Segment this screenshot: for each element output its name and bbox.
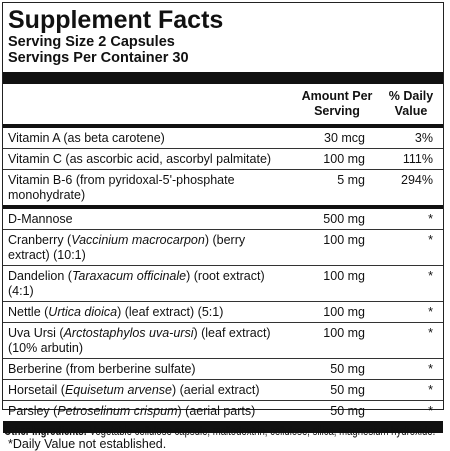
nutrient-name: Horsetail (Equisetum arvense) (aerial ex… — [8, 383, 290, 398]
name-segment: Equisetum arvense — [64, 383, 172, 397]
servings-per-container: Servings Per Container 30 — [8, 50, 189, 66]
daily-value-header: % Daily Value — [388, 89, 434, 118]
name-segment: Cranberry ( — [8, 233, 72, 247]
nutrient-name: Vitamin C (as ascorbic acid, ascorbyl pa… — [8, 152, 290, 167]
amount: 100 mg — [323, 233, 365, 247]
divider-bar — [3, 72, 443, 84]
nutrient-row: D-Mannose 500 mg * — [3, 209, 443, 230]
name-segment: Dandelion ( — [8, 269, 72, 283]
nutrient-row: Nettle (Urtica dioica) (leaf extract) (5… — [3, 302, 443, 323]
daily-value: 294% — [401, 173, 433, 187]
name-segment: ) (berry extract) (10:1) — [8, 233, 249, 262]
serving-size: Serving Size 2 Capsules — [8, 34, 175, 50]
nutrient-row: Dandelion (Taraxacum officinale) (root e… — [3, 266, 443, 302]
nutrient-row: Uva Ursi (Arctostaphylos uva-ursi) (leaf… — [3, 323, 443, 359]
nutrient-row: Vitamin A (as beta carotene) 30 mcg 3% — [3, 128, 443, 149]
nutrient-name: D-Mannose — [8, 212, 290, 227]
amount: 500 mg — [323, 212, 365, 226]
daily-value: * — [428, 362, 433, 376]
name-segment: Taraxacum officinale — [71, 269, 187, 283]
supplement-facts-label: Supplement Facts Serving Size 2 Capsules… — [2, 2, 444, 451]
amount: 30 mcg — [324, 131, 365, 145]
name-segment: Petroselinum crispum — [57, 404, 178, 418]
amount: 100 mg — [323, 326, 365, 340]
daily-value: * — [428, 305, 433, 319]
daily-value: * — [428, 383, 433, 397]
nutrient-name: Vitamin A (as beta carotene) — [8, 131, 290, 146]
nutrient-row: Berberine (from berberine sulfate) 50 mg * — [3, 359, 443, 380]
name-segment: Vaccinium macrocarpon — [71, 233, 205, 247]
daily-value: 3% — [414, 131, 433, 145]
column-header: Amount Per Serving % Daily Value — [8, 84, 438, 124]
amount: 50 mg — [330, 404, 365, 418]
name-segment: Vitamin A (as beta carotene) — [8, 131, 165, 145]
name-segment: ) (aerial parts) — [177, 404, 256, 418]
other-ingredients-text: Vegetable cellulose capsule, maltodextri… — [89, 423, 436, 438]
name-segment: Berberine (from berberine sulfate) — [8, 362, 196, 376]
name-segment: Arctostaphylos uva-ursi — [63, 326, 194, 340]
sections: Vitamin A (as beta carotene) 30 mcg 3% Vita… — [3, 124, 443, 421]
daily-value: * — [428, 233, 433, 247]
name-segment: ) (root extract) (4:1) — [8, 269, 269, 298]
amount: 100 mg — [323, 152, 365, 166]
nutrient-name: Nettle (Urtica dioica) (leaf extract) (5… — [8, 305, 290, 320]
daily-value: * — [428, 326, 433, 340]
amount: 50 mg — [330, 362, 365, 376]
thick-divider — [3, 124, 443, 128]
daily-value: 111% — [402, 152, 433, 166]
amount-header: Amount Per Serving — [301, 89, 373, 118]
title: Supplement Facts — [8, 6, 224, 34]
nutrient-name: Berberine (from berberine sulfate) — [8, 362, 290, 377]
name-segment: Vitamin C (as ascorbic acid, ascorbyl pa… — [8, 152, 272, 166]
nutrient-row: Vitamin C (as ascorbic acid, ascorbyl pa… — [3, 149, 443, 170]
amount: 100 mg — [323, 269, 365, 283]
nutrient-row: Parsley (Petroselinum crispum) (aerial p… — [3, 401, 443, 421]
name-segment: Vitamin B-6 (from pyridoxal-5'-phosphate… — [8, 173, 239, 202]
nutrient-row: Cranberry (Vaccinium macrocarpon) (berry… — [3, 230, 443, 266]
footnote: *Daily Value not established. — [8, 437, 167, 451]
amount: 100 mg — [323, 305, 365, 319]
daily-value: * — [428, 212, 433, 226]
name-segment: ) (leaf extract) (10% arbutin) — [8, 326, 275, 355]
name-segment: Parsley ( — [8, 404, 58, 418]
name-segment: Urtica dioica — [48, 305, 118, 319]
name-segment: ) (aerial extract) — [171, 383, 260, 397]
divider-bar — [3, 421, 443, 433]
daily-value: * — [428, 269, 433, 283]
thick-divider — [3, 205, 443, 209]
nutrient-row: Vitamin B-6 (from pyridoxal-5'-phosphate… — [3, 170, 443, 205]
name-segment: D-Mannose — [8, 212, 73, 226]
nutrient-name: Dandelion (Taraxacum officinale) (root e… — [8, 269, 290, 299]
name-segment: Nettle ( — [8, 305, 49, 319]
nutrient-name: Cranberry (Vaccinium macrocarpon) (berry… — [8, 233, 290, 263]
amount: 5 mg — [337, 173, 365, 187]
other-ingredients-label: Other Ingredients: — [4, 423, 87, 438]
other-ingredients: Other Ingredients: Vegetable cellulose c… — [4, 423, 435, 438]
amount: 50 mg — [330, 383, 365, 397]
section: D-Mannose 500 mg * Cranberry (Vaccinium mac… — [3, 209, 443, 421]
name-segment: Uva Ursi ( — [8, 326, 64, 340]
name-segment: ) (leaf extract) (5:1) — [117, 305, 224, 319]
nutrient-name: Vitamin B-6 (from pyridoxal-5'-phosphate… — [8, 173, 290, 203]
nutrient-name: Parsley (Petroselinum crispum) (aerial p… — [8, 404, 290, 419]
section: Vitamin A (as beta carotene) 30 mcg 3% Vita… — [3, 128, 443, 205]
name-segment: Horsetail ( — [8, 383, 65, 397]
nutrient-name: Uva Ursi (Arctostaphylos uva-ursi) (leaf… — [8, 326, 290, 356]
daily-value: * — [428, 404, 433, 418]
nutrient-row: Horsetail (Equisetum arvense) (aerial ex… — [3, 380, 443, 401]
